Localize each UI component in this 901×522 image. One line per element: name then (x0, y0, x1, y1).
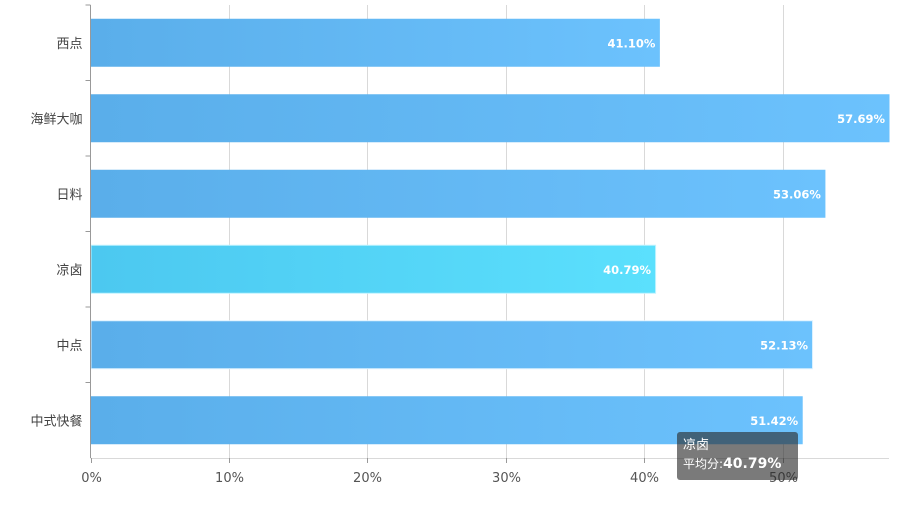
x-tick-label: 40% (630, 471, 659, 486)
y-category-label: 凉卤 (56, 262, 82, 278)
bar-value-label: 40.79% (603, 263, 651, 277)
bar-value-label: 52.13% (760, 338, 808, 352)
x-tick-label: 50% (769, 471, 798, 486)
y-category-label: 海鲜大咖 (30, 112, 82, 127)
y-category-label: 西点 (56, 37, 82, 52)
x-tick-label: 0% (81, 471, 102, 486)
bar-value-label: 53.06% (773, 187, 821, 201)
y-category-label: 中式快餐 (30, 413, 82, 429)
bar-highlighted[interactable] (90, 244, 657, 294)
bar-value-label: 51.42% (750, 414, 798, 428)
y-category-label: 日料 (56, 188, 82, 203)
x-tick-label: 20% (353, 471, 382, 486)
x-tick-label: 10% (215, 471, 244, 486)
bar-value-label: 57.69% (837, 112, 885, 126)
bar[interactable] (91, 169, 826, 218)
bar[interactable] (91, 18, 660, 67)
bars: 41.10% 57.69% 53.06% 40.79% 52.13% 51.42% (90, 18, 890, 445)
bar[interactable] (91, 396, 803, 445)
x-tick-label: 30% (492, 471, 521, 486)
bar[interactable] (90, 320, 814, 370)
grid-lines (90, 5, 889, 459)
bar-value-label: 41.10% (607, 36, 655, 50)
y-category-label: 中点 (56, 339, 82, 354)
bar[interactable] (91, 94, 890, 143)
